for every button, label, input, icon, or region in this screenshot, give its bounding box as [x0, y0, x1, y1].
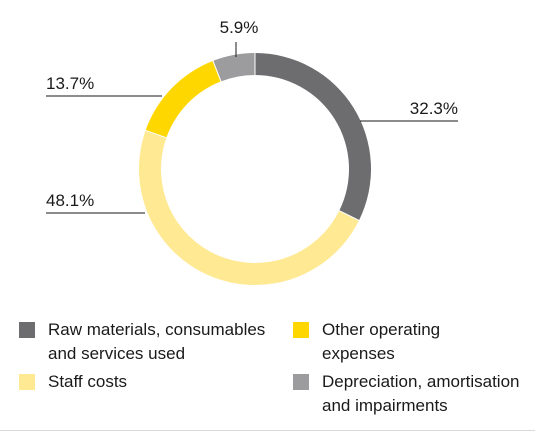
- donut-slices: [139, 53, 371, 285]
- donut-slice-other-operating: [145, 60, 221, 138]
- legend-swatch-raw-materials: [19, 322, 35, 338]
- donut-slice-depreciation: [212, 53, 255, 82]
- slice-separator: [144, 129, 168, 139]
- slice-separator: [338, 209, 361, 222]
- data-label-depreciation: 5.9%: [220, 18, 259, 37]
- data-label-other-operating: 13.7%: [46, 74, 94, 93]
- data-label-staff-costs: 48.1%: [46, 191, 94, 210]
- legend-swatch-depreciation: [293, 374, 309, 390]
- legend-swatch-staff-costs: [19, 374, 35, 390]
- donut-slice-raw-materials: [255, 53, 371, 221]
- bottom-divider: [0, 430, 535, 431]
- legend-item-other-operating: Other operating expenses: [293, 318, 440, 366]
- donut-chart: 32.3% 48.1% 13.7% 5.9%: [46, 18, 458, 285]
- slice-separator: [212, 59, 222, 83]
- legend-swatch-other-operating: [293, 322, 309, 338]
- data-label-raw-materials: 32.3%: [410, 99, 458, 118]
- donut-slice-staff-costs: [139, 130, 360, 285]
- legend-label-depreciation: Depreciation, amortisation and impairmen…: [322, 372, 520, 415]
- legend-item-raw-materials: Raw materials, consumables and services …: [19, 318, 265, 366]
- legend-label-staff-costs: Staff costs: [48, 372, 128, 391]
- legend-label-raw-materials: Raw materials, consumables and services …: [48, 320, 266, 363]
- legend-item-staff-costs: Staff costs: [19, 370, 127, 394]
- legend-item-depreciation: Depreciation, amortisation and impairmen…: [293, 370, 519, 418]
- legend-label-other-operating: Other operating expenses: [322, 320, 441, 363]
